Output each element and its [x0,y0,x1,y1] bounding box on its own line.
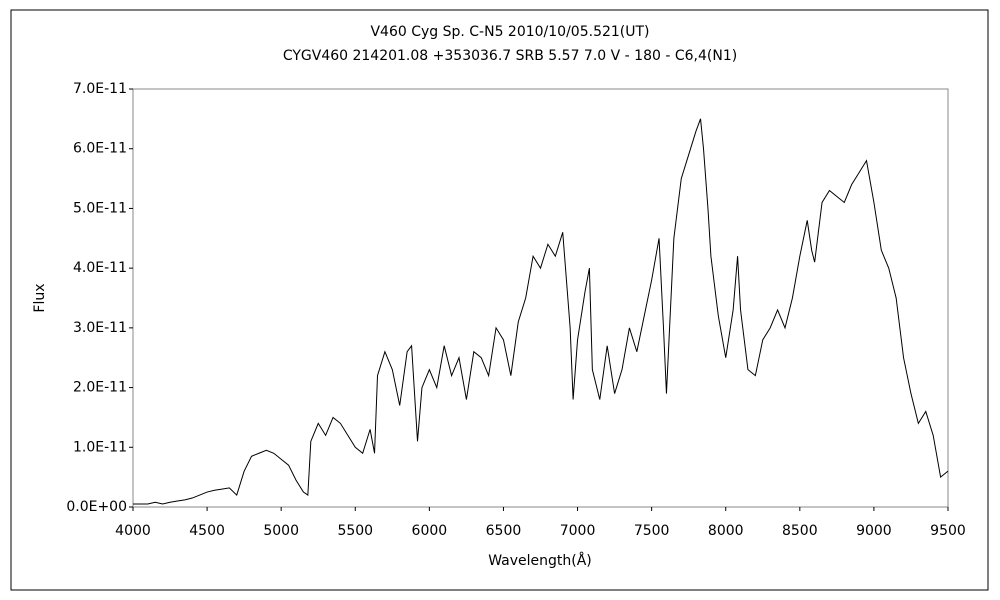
y-tick-label: 7.0E-11 [73,81,127,97]
y-tick-label: 2.0E-11 [73,380,127,396]
x-tick-label: 4000 [115,523,151,539]
spectrum-line [133,118,949,505]
x-tick-label: 4500 [189,523,225,539]
x-tick-label: 6000 [412,523,448,539]
y-tick-label: 1.0E-11 [73,439,127,455]
y-tick-label: 4.0E-11 [73,260,127,276]
x-tick-label: 7500 [634,523,670,539]
x-tick-label: 9500 [930,523,966,539]
x-tick-label: 6500 [486,523,522,539]
x-tick-label: 7000 [560,523,596,539]
y-tick-label: 6.0E-11 [73,141,127,157]
chart-title: V460 Cyg Sp. C-N5 2010/10/05.521(UT) [370,24,649,40]
x-tick-label: 8000 [708,523,744,539]
plot-area [132,88,949,508]
x-tick-label: 5500 [337,523,373,539]
y-tick-label: 3.0E-11 [73,320,127,336]
x-tick-label: 9000 [856,523,892,539]
x-tick-label: 5000 [263,523,299,539]
x-tick-label: 8500 [782,523,818,539]
x-axis-label: Wavelength(Å) [488,552,592,569]
y-axis-label: Flux [32,283,48,312]
y-tick-label: 0.0E+00 [66,499,127,515]
chart-subtitle: CYGV460 214201.08 +353036.7 SRB 5.57 7.0… [283,48,737,64]
y-tick-label: 5.0E-11 [73,200,127,216]
